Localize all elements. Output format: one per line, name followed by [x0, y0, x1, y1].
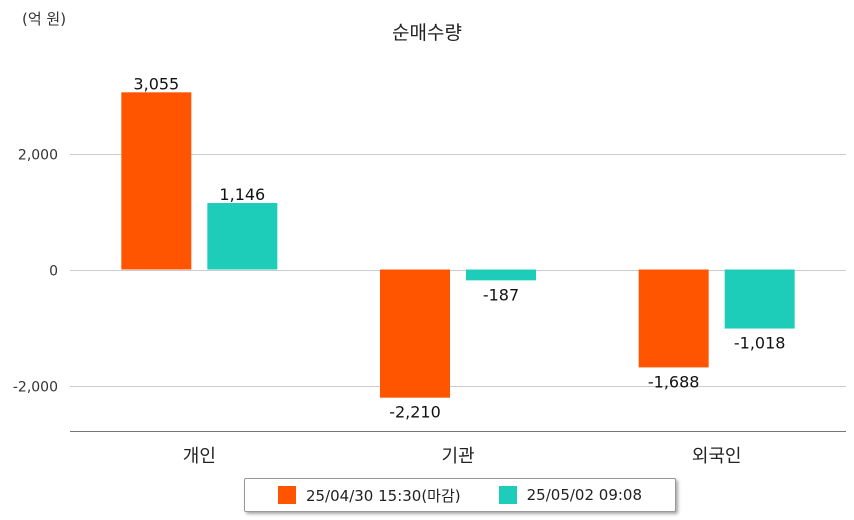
bar-기관-series-2	[466, 269, 536, 281]
legend: 25/04/30 15:30(마감) 25/05/02 09:08	[244, 478, 676, 512]
x-category-label: 기관	[441, 446, 474, 467]
data-label: 1,146	[219, 185, 265, 204]
bar-기관-series-1	[380, 269, 450, 398]
legend-label-series-1: 25/04/30 15:30(마감)	[305, 486, 461, 505]
legend-item-series-2[interactable]: 25/05/02 09:08	[498, 486, 643, 504]
data-label: 3,055	[133, 74, 179, 93]
x-category-label: 외국인	[692, 446, 742, 467]
y-tick-label: -2,000	[13, 380, 58, 396]
bar-개인-series-1	[121, 92, 192, 270]
bar-외국인-series-1	[638, 269, 709, 368]
data-label: -1,688	[648, 372, 700, 391]
bar-개인-series-2	[207, 203, 278, 270]
bar-외국인-series-2	[724, 269, 795, 329]
data-label: -2,210	[389, 403, 441, 422]
chart-title: 순매수량	[392, 22, 462, 44]
y-tick-label: 2,000	[18, 148, 58, 164]
unit-label: (억 원)	[22, 10, 67, 28]
x-category-label: 개인	[183, 446, 216, 467]
legend-label-series-2: 25/05/02 09:08	[526, 486, 643, 504]
legend-item-series-1[interactable]: 25/04/30 15:30(마감)	[277, 485, 461, 506]
y-tick-label: 0	[49, 264, 58, 280]
bar-chart: 2,000 0 -2,000 개인 3,055 1,146 기관 -2,210 -187 외국인 -…	[13, 74, 846, 467]
legend-swatch-series-2	[498, 486, 517, 504]
data-label: -1,018	[734, 334, 786, 353]
legend-swatch-series-1	[277, 486, 296, 504]
data-label: -187	[483, 285, 519, 304]
